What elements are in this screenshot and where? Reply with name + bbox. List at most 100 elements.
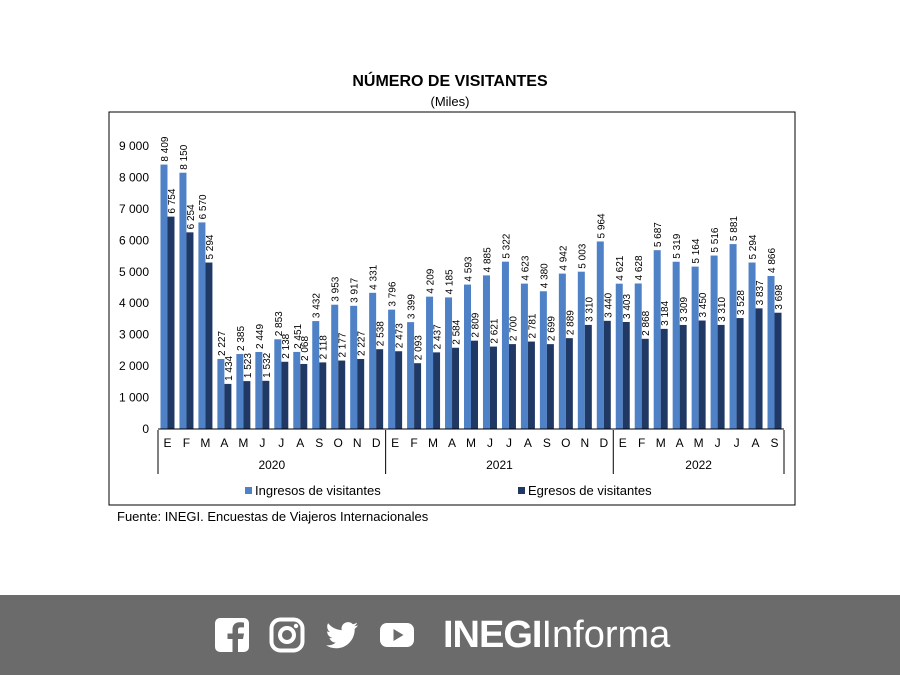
instagram-icon[interactable] — [269, 617, 305, 653]
data-label: 2 449 — [255, 324, 266, 349]
data-label: 4 209 — [426, 268, 437, 293]
data-label: 6 254 — [186, 204, 197, 229]
bar-ingresos — [520, 283, 528, 429]
y-tick-label: 8 000 — [119, 170, 149, 184]
x-tick-label: M — [200, 436, 210, 450]
data-label: 2 138 — [281, 333, 292, 358]
y-tick-label: 3 000 — [119, 328, 149, 342]
bar-egresos — [186, 232, 194, 429]
data-label: 4 942 — [558, 245, 569, 270]
bar-egresos — [679, 324, 687, 429]
bar-ingresos — [236, 354, 244, 429]
data-label: 2 473 — [395, 323, 406, 348]
data-label: 2 781 — [527, 313, 538, 338]
youtube-icon[interactable] — [379, 617, 415, 653]
data-label: 2 584 — [452, 319, 463, 344]
bar-ingresos — [464, 284, 471, 429]
bar-egresos — [395, 351, 403, 429]
data-label: 3 796 — [388, 281, 399, 306]
bar-egresos — [603, 320, 611, 429]
bar-egresos — [471, 340, 478, 429]
data-label: 3 528 — [736, 290, 747, 315]
data-label: 2 227 — [217, 331, 228, 356]
data-label: 2 538 — [376, 321, 387, 346]
data-label: 2 853 — [274, 311, 285, 336]
bar-egresos — [452, 347, 460, 429]
data-label: 2 700 — [508, 316, 519, 341]
bar-egresos — [736, 318, 744, 429]
bar-egresos — [262, 380, 270, 429]
data-label: 3 309 — [679, 296, 690, 321]
bar-egresos — [167, 216, 175, 429]
data-label: 3 450 — [698, 292, 709, 317]
legend-label: Egresos de visitantes — [528, 483, 652, 498]
x-tick-label: A — [676, 436, 684, 450]
data-label: 2 093 — [414, 335, 425, 360]
bar-egresos — [357, 358, 365, 429]
x-tick-label: A — [220, 436, 228, 450]
bar-ingresos — [482, 275, 490, 429]
bar-egresos — [622, 321, 630, 429]
bar-ingresos — [293, 351, 301, 429]
data-label: 2 177 — [338, 332, 349, 357]
bar-egresos — [774, 312, 782, 429]
x-tick-label: M — [694, 436, 704, 450]
bar-egresos — [717, 324, 725, 429]
data-label: 5 516 — [710, 227, 721, 252]
legend-swatch — [518, 487, 525, 494]
year-label: 2020 — [258, 458, 285, 472]
bar-ingresos — [615, 283, 623, 429]
data-label: 5 687 — [653, 222, 664, 247]
data-label: 1 532 — [262, 352, 273, 377]
data-label: 4 866 — [767, 248, 778, 273]
bar-egresos — [300, 363, 308, 429]
brand-logo: INEGIInforma — [443, 612, 670, 658]
bar-ingresos — [274, 339, 282, 429]
data-label: 3 399 — [407, 294, 418, 319]
x-tick-label: A — [524, 436, 532, 450]
data-label: 5 881 — [729, 216, 740, 241]
bar-ingresos — [445, 297, 453, 429]
bar-egresos — [414, 363, 422, 429]
data-label: 1 523 — [243, 353, 254, 378]
bar-egresos — [508, 344, 516, 429]
data-label: 6 570 — [198, 194, 209, 219]
year-label: 2021 — [486, 458, 513, 472]
x-tick-label: E — [619, 436, 627, 450]
bar-ingresos — [634, 283, 642, 429]
bar-ingresos — [179, 172, 187, 429]
data-label: 4 331 — [369, 264, 380, 289]
data-label: 4 185 — [445, 269, 456, 294]
bar-egresos — [546, 344, 554, 429]
data-label: 3 310 — [584, 296, 595, 321]
x-tick-label: M — [238, 436, 248, 450]
bar-ingresos — [710, 255, 718, 429]
x-tick-label: J — [259, 436, 265, 450]
x-tick-label: N — [580, 436, 589, 450]
x-tick-label: F — [183, 436, 190, 450]
bar-ingresos — [767, 275, 775, 429]
x-tick-label: M — [656, 436, 666, 450]
bar-ingresos — [312, 321, 320, 429]
year-label: 2022 — [685, 458, 712, 472]
data-label: 4 885 — [482, 247, 493, 272]
x-tick-label: J — [715, 436, 721, 450]
x-tick-label: A — [296, 436, 304, 450]
data-label: 2 227 — [357, 331, 368, 356]
x-tick-label: D — [599, 436, 608, 450]
bar-egresos — [489, 346, 497, 429]
data-label: 4 593 — [464, 256, 475, 281]
facebook-icon[interactable] — [214, 617, 250, 653]
x-tick-label: A — [752, 436, 760, 450]
data-label: 5 294 — [748, 234, 759, 259]
x-tick-label: J — [506, 436, 512, 450]
data-label: 3 953 — [331, 276, 342, 301]
y-tick-label: 9 000 — [119, 139, 149, 153]
x-tick-label: M — [428, 436, 438, 450]
data-label: 1 434 — [224, 355, 235, 380]
bar-egresos — [319, 362, 327, 429]
bar-egresos — [565, 338, 573, 429]
bar-ingresos — [729, 244, 737, 429]
data-label: 3 917 — [350, 277, 361, 302]
twitter-icon[interactable] — [324, 617, 360, 653]
